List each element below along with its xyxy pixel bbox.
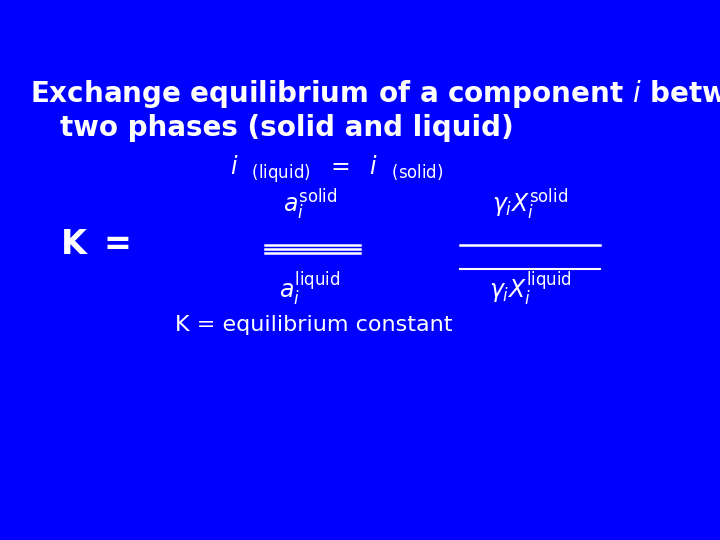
Text: $\mathit{a}_{\mathit{i}}^{\mathregular{liquid}}$: $\mathit{a}_{\mathit{i}}^{\mathregular{l…	[279, 270, 341, 308]
Text: Exchange equilibrium of a component $\mathit{i}$ between: Exchange equilibrium of a component $\ma…	[30, 78, 720, 110]
Text: K = equilibrium constant: K = equilibrium constant	[175, 315, 452, 335]
Text: $\mathit{i}$  $\mathregular{_{(liquid)}}$  $=$  $\mathit{i}$  $\mathregular{_{(s: $\mathit{i}$ $\mathregular{_{(liquid)}}$…	[230, 153, 444, 185]
Text: $\mathit{a}_{\mathit{i}}^{\mathregular{solid}}$: $\mathit{a}_{\mathit{i}}^{\mathregular{s…	[283, 186, 337, 222]
Text: $\mathbf{K\ =}$: $\mathbf{K\ =}$	[60, 228, 130, 261]
Text: $\mathit{\gamma}_{\mathit{i}}\mathit{X}_{\mathit{i}}^{\mathregular{solid}}$: $\mathit{\gamma}_{\mathit{i}}\mathit{X}_…	[492, 186, 568, 222]
Text: two phases (solid and liquid): two phases (solid and liquid)	[60, 114, 514, 142]
Text: $\mathit{\gamma}_{\mathit{i}}\mathit{X}_{\mathit{i}}^{\mathregular{liquid}}$: $\mathit{\gamma}_{\mathit{i}}\mathit{X}_…	[489, 270, 572, 308]
